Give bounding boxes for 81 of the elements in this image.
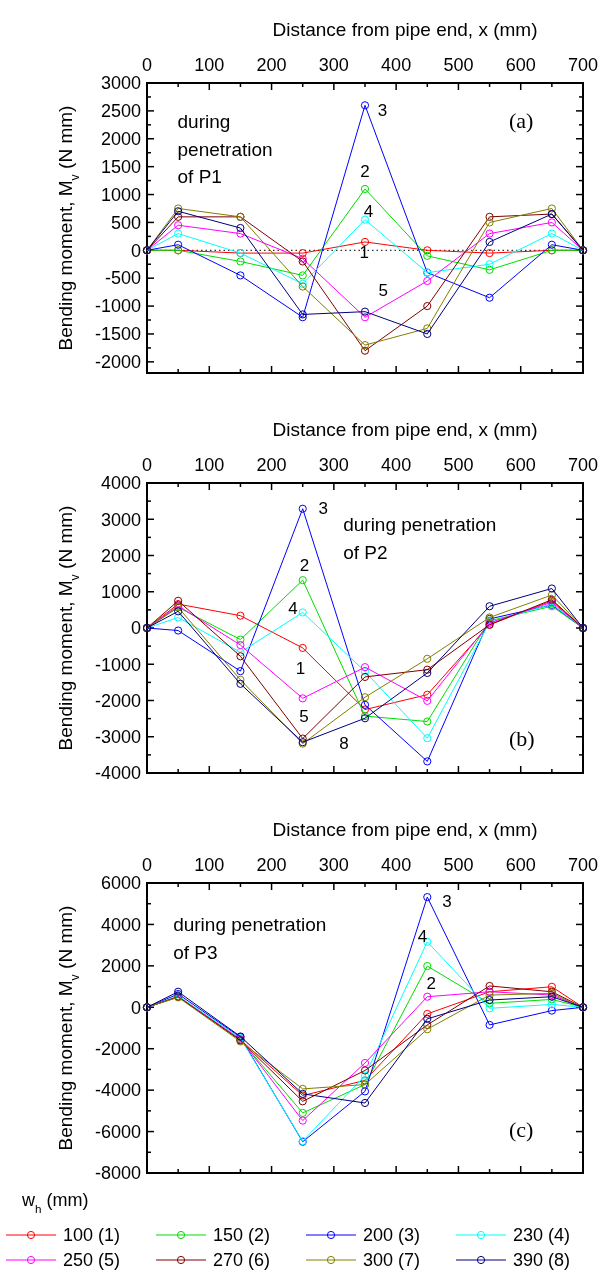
x-tick-label: 600 <box>505 855 536 875</box>
x-tick-label: 600 <box>505 55 536 75</box>
y-tick-label: 2000 <box>100 545 141 566</box>
y-tick-label: 2000 <box>100 956 141 977</box>
legend-title: w$_{h}$ (mm) <box>21 1190 89 1215</box>
y-tick-label: -4000 <box>94 1080 141 1101</box>
legend-label: 150 (2) <box>213 1225 271 1246</box>
annotation: 4 <box>363 201 374 221</box>
x-tick-label: 400 <box>381 455 412 475</box>
y-tick-label: -1500 <box>94 324 141 345</box>
annotation: 5 <box>299 706 309 726</box>
y-tick-label: 1000 <box>100 184 141 205</box>
x-tick-label: 500 <box>443 855 474 875</box>
y-tick-label: 6000 <box>100 873 141 894</box>
legend-label: 200 (3) <box>363 1225 421 1246</box>
x-tick-label: 500 <box>443 55 474 75</box>
annotation: (c) <box>508 1117 534 1143</box>
x-tick-label: 200 <box>256 55 287 75</box>
y-tick-label: 4000 <box>100 473 141 494</box>
y-tick-label: 1500 <box>100 156 141 177</box>
annotation: 4 <box>417 927 428 947</box>
annotation: 3 <box>442 891 452 911</box>
annotation: during penetration of P3 <box>173 914 327 963</box>
x-tick-label: 400 <box>381 855 412 875</box>
x-tick-label: 400 <box>381 55 412 75</box>
y-tick-label: -2000 <box>94 690 141 711</box>
legend-label: 230 (4) <box>513 1225 571 1246</box>
y-tick-label: 0 <box>130 618 141 639</box>
x-tick-label: 600 <box>505 455 536 475</box>
annotation: 2 <box>426 974 437 993</box>
y-tick-label: 0 <box>130 240 141 261</box>
x-tick-label: 200 <box>256 455 287 475</box>
annotation: during penetration of P1 <box>177 111 273 188</box>
annotation: 8 <box>339 734 349 754</box>
y-tick-label: 3000 <box>100 509 141 530</box>
annotation: 1 <box>295 658 306 678</box>
x-tick-label: 500 <box>443 455 474 475</box>
annotation: 2 <box>360 161 370 181</box>
y-tick-label: -1000 <box>94 296 141 317</box>
x-tick-label: 100 <box>194 55 225 75</box>
x-axis-title: Distance from pipe end, x (mm) <box>272 419 538 440</box>
x-tick-label: 100 <box>194 855 225 875</box>
x-tick-label: 100 <box>194 455 225 475</box>
legend-label: 100 (1) <box>63 1225 121 1246</box>
legend-label: 270 (6) <box>213 1250 271 1271</box>
annotation: 3 <box>318 498 328 518</box>
annotation: (a) <box>508 108 534 134</box>
x-tick-label: 700 <box>567 855 599 875</box>
x-tick-label: 200 <box>256 855 287 875</box>
x-tick-label: 300 <box>318 455 349 475</box>
y-tick-label: -2000 <box>94 1039 141 1060</box>
y-tick-label: 2500 <box>100 101 141 122</box>
annotation: (b) <box>508 725 535 751</box>
y-tick-label: 0 <box>130 997 141 1018</box>
annotation: during penetration of P2 <box>343 514 497 563</box>
y-tick-label: 1000 <box>100 582 141 603</box>
x-tick-label: 300 <box>318 55 349 75</box>
legend-label: 300 (7) <box>363 1250 421 1271</box>
x-tick-label: 300 <box>318 855 349 875</box>
y-tick-label: 4000 <box>100 914 141 935</box>
y-tick-label: -500 <box>104 268 141 289</box>
legend-label: 250 (5) <box>63 1250 121 1271</box>
y-tick-label: 3000 <box>100 73 141 94</box>
y-tick-label: -3000 <box>94 727 141 748</box>
y-tick-label: -4000 <box>94 763 141 784</box>
annotation: 4 <box>288 598 298 618</box>
y-tick-label: -1000 <box>94 654 141 675</box>
x-tick-label: 700 <box>567 55 599 75</box>
legend-label: 390 (8) <box>513 1250 571 1271</box>
x-axis-title: Distance from pipe end, x (mm) <box>272 819 538 840</box>
y-tick-label: 500 <box>110 212 141 233</box>
annotation: 2 <box>299 555 310 575</box>
y-tick-label: -6000 <box>94 1121 141 1142</box>
x-axis-title: Distance from pipe end, x (mm) <box>272 19 538 40</box>
annotation: 3 <box>377 100 388 120</box>
annotation: 5 <box>378 280 389 300</box>
y-tick-label: -2000 <box>94 352 141 373</box>
y-tick-label: 2000 <box>100 129 141 150</box>
annotation: 1 <box>359 243 369 263</box>
x-tick-label: 700 <box>567 455 599 475</box>
y-tick-label: -8000 <box>94 1163 141 1184</box>
